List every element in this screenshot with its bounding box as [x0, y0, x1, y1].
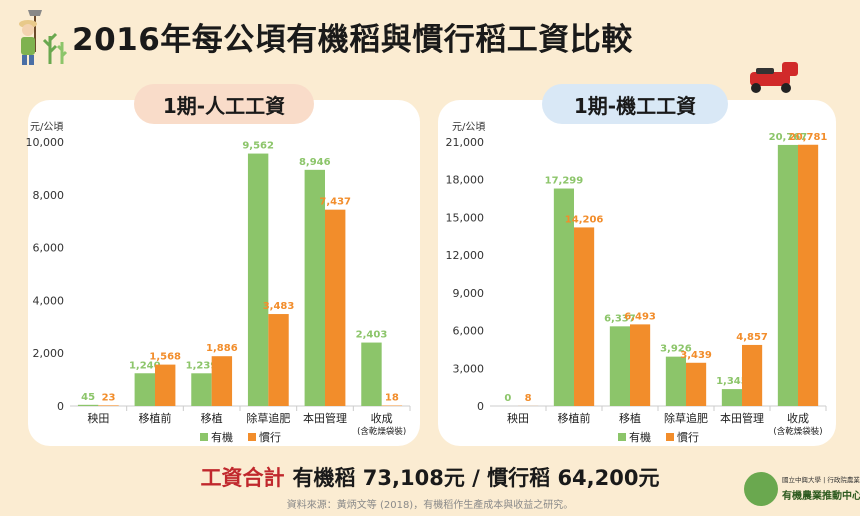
- page-title: 2016年每公頃有機稻與慣行稻工資比較: [72, 22, 633, 58]
- right-data-label: 20,781: [789, 132, 828, 143]
- right-data-label: 0: [504, 393, 511, 404]
- left-y-tick-label: 8,000: [33, 189, 65, 202]
- left-bar-organic: [304, 169, 325, 406]
- right-y-tick-label: 0: [477, 400, 484, 413]
- right-category-label: 本田管理: [720, 411, 764, 425]
- left-y-tick-label: 10,000: [26, 136, 65, 149]
- right-y-tick-label: 9,000: [453, 287, 485, 300]
- left-y-tick-label: 4,000: [33, 294, 65, 307]
- right-category-label: 移植前: [558, 411, 591, 425]
- left-bar-organic: [77, 404, 99, 406]
- left-bar-conventional: [325, 209, 346, 406]
- left-category-label: 本田管理: [303, 411, 347, 425]
- left-category-label: 除草追肥: [246, 411, 290, 425]
- right-bar-organic: [609, 326, 630, 406]
- left-category-label: 移植前: [139, 411, 172, 425]
- left-bar-conventional: [155, 364, 176, 406]
- left-y-tick-label: 2,000: [33, 347, 65, 360]
- left-category-sublabel: (含乾燥袋裝): [357, 426, 406, 437]
- right-y-tick-label: 15,000: [446, 211, 485, 224]
- right-data-label: 6,337: [604, 313, 636, 324]
- right-bar-conventional: [630, 324, 651, 406]
- left-bar-organic: [134, 373, 155, 406]
- right-y-tick-label: 12,000: [446, 249, 485, 262]
- right-legend-label: 慣行: [677, 430, 699, 444]
- right-legend-swatch: [618, 433, 626, 441]
- right-data-label: 4,857: [736, 332, 768, 343]
- right-data-label: 17,299: [545, 176, 584, 187]
- right-bar-organic: [665, 356, 686, 406]
- right-y-tick-label: 21,000: [446, 136, 485, 149]
- farmer-illustration-icon: [14, 6, 68, 66]
- left-category-label: 秧田: [87, 411, 109, 425]
- right-bar-conventional: [574, 227, 595, 406]
- right-bar-conventional: [742, 344, 763, 406]
- right-data-label: 20,767: [769, 132, 808, 143]
- data-source: 資料來源：黃炳文等 (2018)，有機稻作生產成本與收益之研究。: [286, 500, 574, 511]
- left-data-label: 1,240: [129, 360, 161, 371]
- left-data-label: 45: [81, 392, 95, 403]
- left-bar-conventional: [98, 405, 119, 406]
- right-chart-title: 1期-機工工資: [542, 84, 728, 124]
- right-bar-conventional: [686, 362, 707, 406]
- right-data-label: 6,493: [624, 311, 656, 322]
- right-bar-organic: [721, 389, 742, 406]
- right-bar-organic: [777, 144, 798, 406]
- left-data-label: 7,437: [319, 197, 351, 208]
- right-y-tick-label: 6,000: [453, 325, 485, 338]
- left-y-tick-label: 6,000: [33, 242, 65, 255]
- left-bar-conventional: [268, 314, 289, 406]
- right-data-label: 14,206: [565, 214, 604, 225]
- left-data-label: 1,568: [149, 352, 181, 363]
- right-category-label: 移植: [619, 411, 641, 425]
- organic-center-logo: 國立中興大學 | 行政院農業委員會 有機農業推動中心: [744, 470, 860, 508]
- left-bar-organic: [191, 373, 212, 406]
- lawn-mower-icon: [742, 58, 806, 94]
- right-data-label: 3,439: [680, 350, 712, 361]
- right-bar-organic: [553, 188, 574, 406]
- right-data-label: 3,926: [660, 344, 692, 355]
- left-category-label: 移植: [201, 411, 223, 425]
- right-category-label: 除草追肥: [664, 411, 708, 425]
- right-y-tick-label: 3,000: [453, 362, 485, 375]
- wage-total-summary: 工資合計 有機稻 73,108元 / 慣行稻 64,200元: [0, 462, 860, 492]
- left-data-label: 1,239: [186, 360, 218, 371]
- logo-emblem-icon: [744, 472, 778, 506]
- left-y-axis-label: 元/公頃: [30, 121, 63, 133]
- logo-small-text: 國立中興大學 | 行政院農業委員會: [782, 476, 860, 484]
- left-data-label: 3,483: [263, 301, 295, 312]
- left-data-label: 23: [102, 392, 116, 403]
- right-bar-conventional: [798, 144, 819, 406]
- left-chart-title: 1期-人工工資: [134, 84, 314, 124]
- right-category-label: 收成: [787, 411, 809, 425]
- left-data-label: 2,403: [356, 330, 388, 341]
- right-data-label: 8: [525, 393, 532, 404]
- left-legend-swatch: [200, 433, 208, 441]
- left-bar-organic: [247, 153, 269, 406]
- right-legend-swatch: [666, 433, 674, 441]
- right-legend-label: 有機: [629, 430, 651, 444]
- right-data-label: 1,345: [716, 376, 748, 387]
- left-bar-organic: [361, 342, 382, 406]
- right-y-tick-label: 18,000: [446, 174, 485, 187]
- summary-text: 有機稻 73,108元 / 慣行稻 64,200元: [292, 466, 660, 490]
- right-category-label: 秧田: [507, 411, 529, 425]
- left-data-label: 1,886: [206, 343, 238, 354]
- left-y-tick-label: 0: [57, 400, 64, 413]
- left-legend-swatch: [248, 433, 256, 441]
- left-category-label: 收成: [371, 411, 393, 425]
- left-legend-label: 有機: [211, 430, 233, 444]
- summary-label: 工資合計: [200, 466, 285, 490]
- left-legend-label: 慣行: [259, 430, 281, 444]
- logo-big-text: 有機農業推動中心: [782, 491, 860, 502]
- right-y-axis-label: 元/公頃: [452, 121, 485, 133]
- left-bar-conventional: [211, 356, 233, 406]
- left-data-label: 9,562: [242, 141, 274, 152]
- left-data-label: 18: [385, 393, 399, 404]
- right-category-sublabel: (含乾燥袋裝): [773, 426, 822, 437]
- left-data-label: 8,946: [299, 157, 331, 168]
